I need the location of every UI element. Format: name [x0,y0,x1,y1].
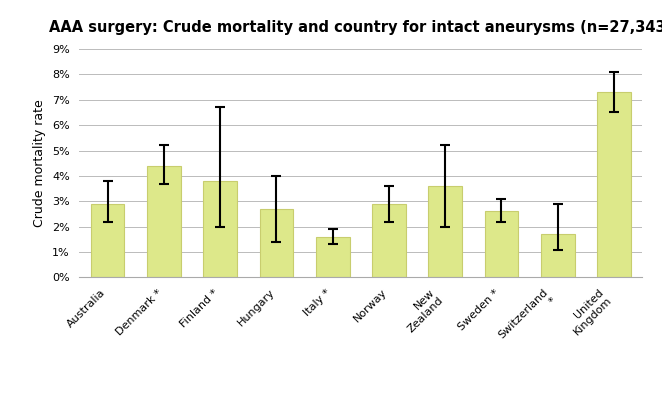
Bar [485,211,518,277]
Bar [597,92,631,277]
Bar [91,204,124,277]
Bar [203,181,237,277]
Title: AAA surgery: Crude mortality and country for intact aneurysms (n=27,343): AAA surgery: Crude mortality and country… [49,20,662,35]
Bar [372,204,406,277]
Bar [541,234,575,277]
Bar [428,186,462,277]
Bar [147,166,181,277]
Bar [316,237,350,277]
Bar [260,209,293,277]
Y-axis label: Crude mortality rate: Crude mortality rate [33,99,46,227]
